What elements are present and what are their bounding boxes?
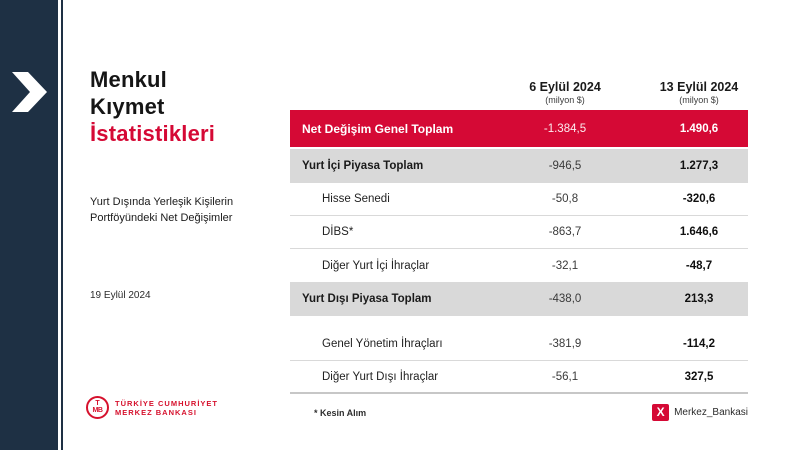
row-label: Yurt Dışı Piyasa Toplam <box>302 293 432 305</box>
column-header-week1: 6 Eylül 2024 (milyon $) <box>480 80 650 106</box>
table-header-row: 6 Eylül 2024 (milyon $) 13 Eylül 2024 (m… <box>290 80 748 106</box>
row-label: Diğer Yurt İçi İhraçlar <box>322 259 430 272</box>
value-week2: 1.646,6 <box>679 226 719 238</box>
value-week1: -1.384,5 <box>543 122 587 135</box>
sidebar-accent-line <box>61 0 63 450</box>
footnote: * Kesin Alım <box>314 407 367 418</box>
value-week1: -32,1 <box>551 259 579 272</box>
page-title-line1: Menkul <box>90 67 167 92</box>
logo-text-line2: MERKEZ BANKASI <box>115 407 197 417</box>
table-footer: * Kesin Alım X Merkez_Bankasi <box>290 404 748 421</box>
table-row: Yurt İçi Piyasa Toplam -946,5 1.277,3 <box>290 149 748 183</box>
statistics-table: 6 Eylül 2024 (milyon $) 13 Eylül 2024 (m… <box>290 80 748 421</box>
page-title-line2: Kıymet <box>90 94 165 119</box>
row-label: Net Değişim Genel Toplam <box>302 121 454 136</box>
row-label: Diğer Yurt Dışı İhraçlar <box>322 370 439 383</box>
value-week1: -381,9 <box>548 338 582 350</box>
row-label: Hisse Senedi <box>322 193 390 205</box>
tcmb-logo-icon: T MB <box>86 396 109 419</box>
table-row: Hisse Senedi -50,8 -320,6 <box>290 183 748 216</box>
value-week2: 1.490,6 <box>679 122 719 135</box>
social-handle: X Merkez_Bankasi <box>652 404 748 421</box>
page-subtitle: Yurt Dışında Yerleşik Kişilerin Portföyü… <box>90 196 234 224</box>
report-date: 19 Eylül 2024 <box>90 290 151 301</box>
table-row: Genel Yönetim İhraçları -381,9 -114,2 <box>290 328 748 361</box>
chevron-right-icon <box>12 72 47 112</box>
page-title: Menkul Kıymet İstatistikleri <box>90 66 215 147</box>
value-week2: 213,3 <box>684 293 714 305</box>
column-header-week1-unit: (milyon $) <box>545 95 585 105</box>
value-week1: -946,5 <box>548 160 582 172</box>
sidebar-rail <box>0 0 58 450</box>
social-handle-text: Merkez_Bankasi <box>674 407 748 418</box>
table-row: DİBS* -863,7 1.646,6 <box>290 216 748 249</box>
page-title-line3: İstatistikleri <box>90 121 216 146</box>
value-week2: -114,2 <box>683 338 715 350</box>
column-header-week1-date: 6 Eylül 2024 <box>529 80 601 94</box>
value-week1: -438,0 <box>548 293 582 305</box>
value-week1: -863,7 <box>548 226 582 238</box>
row-label: Yurt İçi Piyasa Toplam <box>302 160 424 172</box>
row-label: Genel Yönetim İhraçları <box>322 338 443 350</box>
table-body: Net Değişim Genel Toplam -1.384,5 1.490,6 Y… <box>290 110 748 394</box>
value-week2: -48,7 <box>685 259 713 272</box>
row-label: DİBS* <box>322 226 354 238</box>
table-row: Diğer Yurt Dışı İhraçlar -56,1 327,5 <box>290 361 748 394</box>
table-row: Net Değişim Genel Toplam -1.384,5 1.490,6 <box>290 110 748 147</box>
logo-text-line1: TÜRKİYE CUMHURİYET <box>115 398 219 408</box>
column-header-week2-date: 13 Eylül 2024 <box>659 80 739 94</box>
column-header-week2: 13 Eylül 2024 (milyon $) <box>650 80 748 106</box>
tcmb-logo-text: TÜRKİYE CUMHURİYET MERKEZ BANKASI <box>115 399 218 417</box>
logo-monogram-top: T <box>95 400 100 407</box>
tcmb-logo: T MB TÜRKİYE CUMHURİYET MERKEZ BANKASI <box>86 396 218 419</box>
logo-monogram-bottom: MB <box>92 407 103 414</box>
column-header-week2-unit: (milyon $) <box>679 95 719 105</box>
table-row: Diğer Yurt İçi İhraçlar -32,1 -48,7 <box>290 249 748 282</box>
value-week2: -320,6 <box>682 193 716 205</box>
x-twitter-icon: X <box>652 404 670 421</box>
table-row: Yurt Dışı Piyasa Toplam -438,0 213,3 <box>290 282 748 316</box>
value-week2: 1.277,3 <box>679 160 719 172</box>
value-week1: -50,8 <box>551 193 579 205</box>
value-week2: 327,5 <box>684 370 714 383</box>
value-week1: -56,1 <box>551 370 579 383</box>
